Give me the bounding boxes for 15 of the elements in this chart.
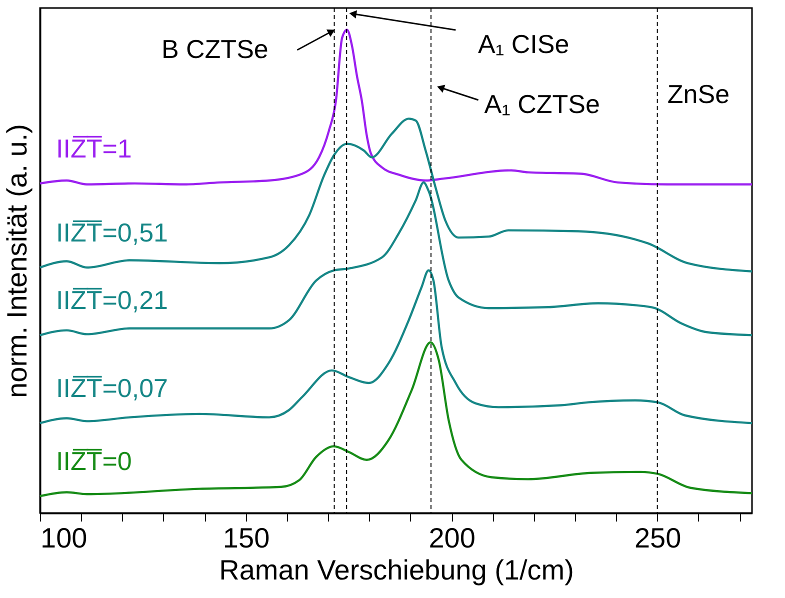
x-tick-label: 150 bbox=[222, 522, 270, 554]
x-axis-title: Raman Verschiebung (1/cm) bbox=[219, 554, 574, 586]
ref-line-label: B CZTSe bbox=[161, 34, 268, 64]
ref-line-label: A₁ CZTSe bbox=[484, 89, 600, 119]
x-tick-label: 100 bbox=[40, 522, 88, 554]
x-tick-label: 200 bbox=[428, 522, 476, 554]
series-label: IIZ̅T̅=1 bbox=[56, 133, 132, 164]
y-axis-title: norm. Intensität (a. u.) bbox=[2, 124, 32, 398]
series-label: IIZ̅T̅=0,07 bbox=[56, 373, 168, 404]
ref-line-label: ZnSe bbox=[667, 79, 730, 109]
x-tick-label: 250 bbox=[634, 522, 682, 554]
series-label: IIZ̅T̅=0 bbox=[56, 446, 132, 476]
series-label: IIZ̅T̅=0,21 bbox=[56, 285, 168, 316]
series-label: IIZ̅T̅=0,51 bbox=[56, 218, 168, 248]
ref-line-label: A₁ CISe bbox=[478, 29, 570, 59]
